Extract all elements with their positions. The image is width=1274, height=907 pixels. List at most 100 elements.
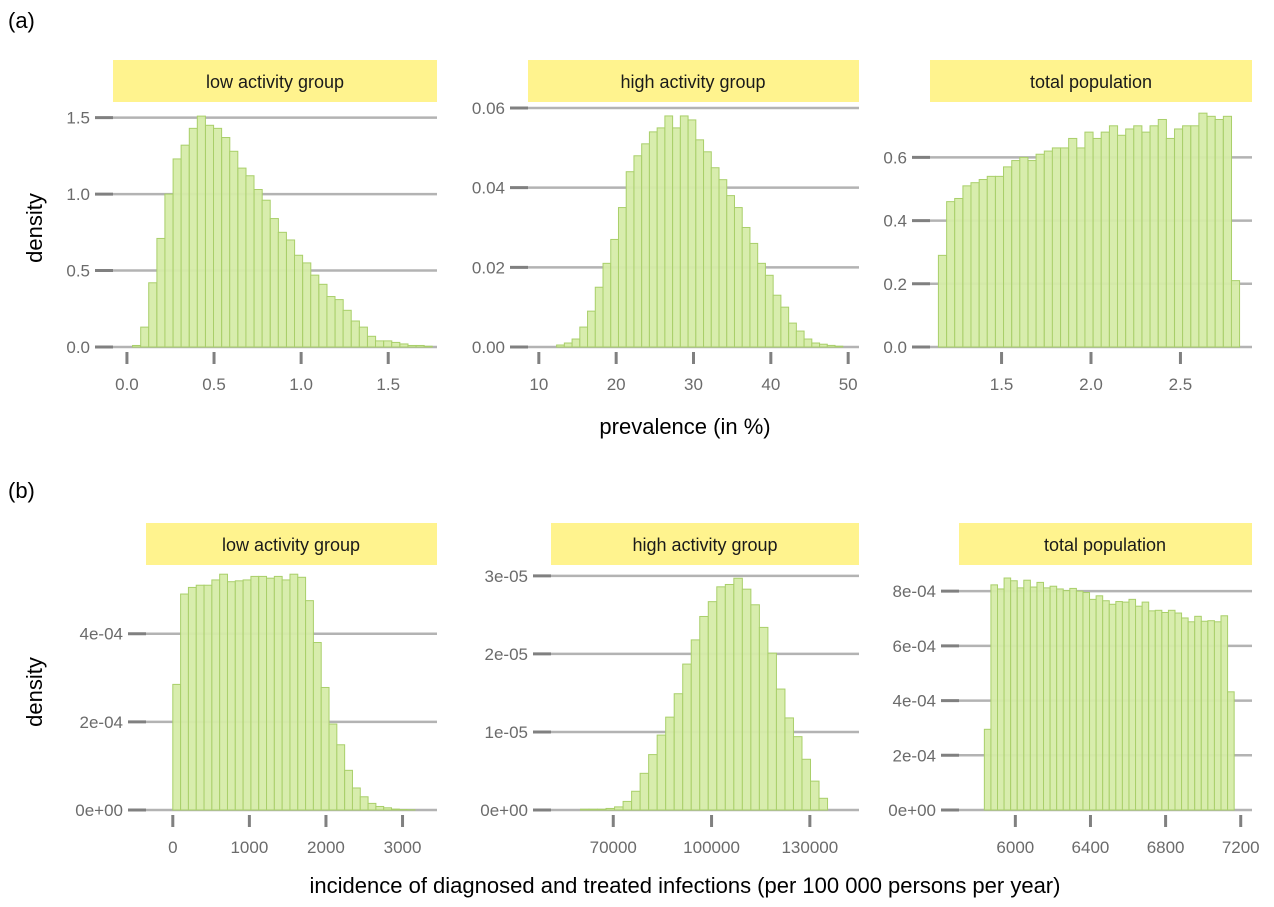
histogram-bar [775, 688, 786, 811]
histogram-bar [741, 226, 751, 348]
histogram-bar [302, 262, 312, 348]
panel-a-x-axis-title: prevalence (in %) [599, 414, 770, 439]
histogram-bar [819, 343, 828, 348]
y-tick-label: 0e+00 [75, 801, 123, 820]
histogram-bar [990, 584, 999, 811]
histogram-bar [1141, 131, 1151, 348]
y-tick-label: 0.4 [883, 212, 907, 231]
y-tick-label: 1e-05 [485, 723, 528, 742]
histogram-bar [1181, 617, 1189, 811]
histogram-bar [672, 127, 681, 348]
histogram-bar [757, 262, 766, 348]
histogram-bar [1011, 160, 1021, 348]
histogram-bar [641, 143, 650, 348]
histogram-bar [132, 344, 142, 348]
x-tick-label: 3000 [384, 838, 422, 857]
histogram-bar [610, 238, 619, 348]
histogram-bar [211, 579, 221, 811]
x-tick-label: 2.0 [1079, 375, 1103, 394]
histogram-bar [1206, 115, 1216, 348]
y-tick-label: 8e-04 [893, 582, 936, 601]
histogram-bar [407, 344, 417, 348]
y-tick-label: 2e-05 [485, 645, 528, 664]
histogram-bar [326, 296, 336, 348]
histogram-bar [664, 115, 674, 348]
histogram-bar [1095, 595, 1104, 811]
histogram-bar [587, 310, 596, 348]
histogram-bar [245, 175, 255, 348]
histogram-bar [261, 199, 271, 348]
histogram-bar [180, 144, 190, 348]
histogram-bar [716, 586, 726, 811]
histogram-bar [579, 808, 590, 811]
histogram-bar [594, 286, 604, 348]
histogram-bar [242, 579, 252, 811]
histogram-bar [358, 326, 368, 348]
histogram-bar [234, 580, 244, 811]
histogram-bar [673, 693, 684, 811]
facet-strip-label: total population [1030, 72, 1152, 92]
histogram-bar [391, 341, 401, 348]
histogram-bar [625, 171, 635, 348]
histogram-bar [350, 320, 360, 348]
facet-strip [959, 523, 1252, 565]
histogram-bar [733, 207, 743, 348]
histogram-bar [253, 189, 263, 348]
histogram-bar [187, 586, 197, 811]
histogram-bar [320, 686, 330, 811]
histogram-bar [221, 137, 231, 348]
histogram-bar [375, 805, 385, 811]
histogram-bar [277, 231, 287, 348]
histogram-bar [342, 309, 352, 348]
histogram-bar [1036, 581, 1045, 811]
histogram-bar [1149, 125, 1159, 348]
histogram-bar [1092, 137, 1102, 348]
histogram-bar [1069, 587, 1077, 811]
x-tick-label: 6000 [996, 838, 1034, 857]
histogram-bar [617, 207, 627, 348]
histogram-bar [1174, 612, 1183, 811]
histogram-bar [1207, 620, 1215, 811]
histogram-bar [195, 584, 205, 811]
x-tick-label: 20 [607, 375, 626, 394]
histogram-bar [962, 185, 972, 348]
x-tick-label: 1000 [230, 838, 268, 857]
y-tick-label: 0.6 [883, 148, 907, 167]
histogram-bar [1214, 118, 1224, 348]
histogram-bar [1023, 579, 1031, 811]
histogram-bar [1125, 128, 1135, 348]
panel-b-facet-total-population: total population 0e+00 2e-04 4e-04 6e-04 8e-… [888, 523, 1260, 857]
panel-b-facet-low-activity: low activity group 0e+00 2e-04 4e-04 0 1000 2… [75, 523, 437, 857]
panel-b-y-axis-title: density [22, 657, 47, 727]
histogram-bar [203, 584, 213, 811]
histogram-bar [1084, 131, 1094, 348]
histogram-bar [294, 254, 304, 348]
histogram-bar [1082, 592, 1091, 811]
y-tick-label: 0.5 [66, 262, 90, 281]
histogram-bar [1220, 615, 1229, 811]
histogram-bar [281, 579, 291, 811]
panel-b-facet-high-activity: high activity group 0e+00 1e-05 2e-05 3e-05… [480, 523, 859, 857]
histogram-bar [312, 642, 322, 811]
histogram-bar [970, 182, 980, 348]
y-tick-label: 0.0 [883, 338, 907, 357]
panel-a-y-axis-title: density [22, 193, 47, 263]
histogram-bar [1027, 160, 1037, 348]
histogram-bar [699, 615, 709, 811]
histogram-bar [1213, 621, 1222, 811]
x-tick-label: 70000 [590, 838, 637, 857]
panel-a-tag: (a) [8, 8, 35, 33]
histogram-bar [188, 127, 198, 348]
y-tick-label: 0.04 [472, 179, 505, 198]
histogram-bar [1227, 691, 1235, 811]
histogram-bar [733, 577, 743, 811]
x-tick-label: 1.5 [376, 375, 400, 394]
y-tick-label: 0.0 [66, 338, 90, 357]
histogram-bar [196, 115, 206, 348]
histogram-bar [336, 744, 346, 811]
histogram-bar [1089, 598, 1097, 811]
histogram-bar [978, 179, 988, 348]
x-tick-label: 1.0 [289, 375, 313, 394]
histogram-bar [344, 769, 353, 811]
histogram-bar [679, 115, 689, 348]
